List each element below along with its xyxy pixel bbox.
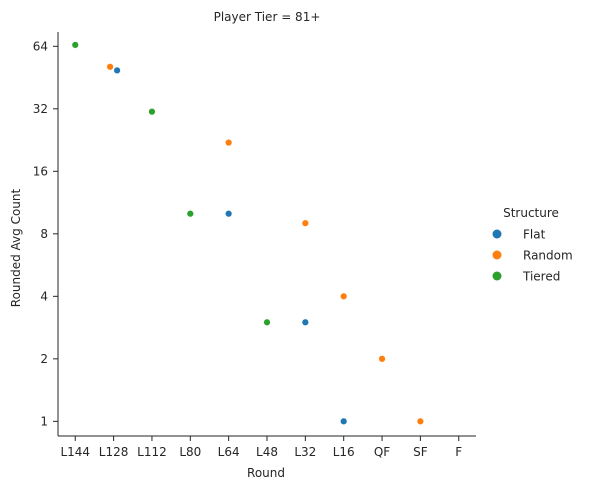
x-tick-label: L112 [137, 445, 167, 459]
data-point-random [340, 292, 348, 300]
x-axis-label: Round [247, 466, 285, 480]
data-point-flat [225, 210, 233, 218]
data-point-flat [301, 318, 309, 326]
x-tick-label: L64 [218, 445, 240, 459]
x-tick-label: L144 [60, 445, 90, 459]
y-tick-label: 8 [40, 227, 48, 241]
data-point-flat [340, 417, 348, 425]
y-tick-label: 4 [40, 289, 48, 303]
legend-label-tiered: Tiered [522, 270, 560, 284]
legend-marker-random [492, 250, 502, 260]
legend-marker-flat [492, 229, 502, 239]
data-point-random [301, 219, 309, 227]
data-point-random [416, 417, 424, 425]
data-point-tiered [263, 318, 271, 326]
y-tick-label: 2 [40, 352, 48, 366]
x-tick-label: L128 [99, 445, 129, 459]
x-tick-label: L16 [333, 445, 355, 459]
legend-label-random: Random [523, 249, 573, 263]
x-tick-label: QF [374, 445, 390, 459]
legend: Structure Flat Random Tiered [492, 206, 573, 284]
y-tick-label: 16 [33, 164, 48, 178]
data-point-random [106, 63, 114, 71]
data-point-flat [113, 66, 121, 74]
data-point-random [378, 355, 386, 363]
legend-title: Structure [503, 206, 559, 220]
x-tick-label: L48 [256, 445, 278, 459]
x-tick-label: SF [413, 445, 428, 459]
data-point-tiered [148, 108, 156, 116]
axes: L144 L128 L112 L80 L64 L48 L32 L16 QF SF F 1 2 4 8 16 32… [33, 32, 476, 459]
y-axis-label: Rounded Avg Count [9, 188, 23, 307]
x-tick-label: L80 [179, 445, 201, 459]
y-tick-label: 64 [33, 39, 48, 53]
data-point-tiered [71, 41, 79, 49]
data-point-random [225, 139, 233, 147]
y-tick-label: 32 [33, 102, 48, 116]
x-tick-label: L32 [294, 445, 316, 459]
data-point-tiered [186, 210, 194, 218]
x-tick-label: F [455, 445, 462, 459]
y-tick-label: 1 [40, 414, 48, 428]
legend-label-flat: Flat [523, 228, 546, 242]
legend-marker-tiered [492, 271, 502, 281]
chart-title: Player Tier = 81+ [214, 10, 321, 24]
data-points [71, 41, 424, 425]
